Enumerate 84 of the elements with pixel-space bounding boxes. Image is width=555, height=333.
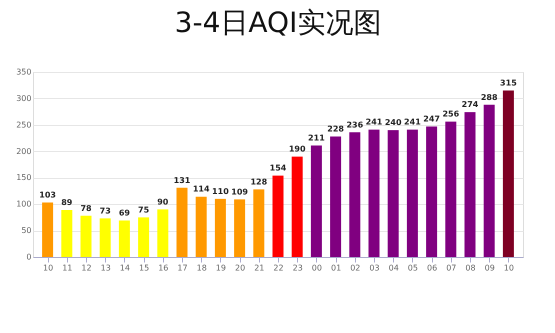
x-tick-label: 15 bbox=[139, 264, 150, 272]
x-tick-label: 10 bbox=[504, 264, 514, 272]
data-label: 128 bbox=[250, 177, 268, 186]
data-label: 315 bbox=[500, 78, 518, 88]
x-tick-label: 19 bbox=[216, 264, 226, 272]
y-tick-label: 250 bbox=[16, 120, 32, 130]
data-label: 241 bbox=[366, 118, 383, 127]
y-tick-label: 300 bbox=[16, 94, 32, 103]
x-tick-label: 12 bbox=[81, 264, 92, 272]
data-label: 78 bbox=[80, 204, 92, 213]
bar bbox=[445, 122, 456, 257]
data-label: 228 bbox=[327, 124, 344, 134]
x-tick-label: 11 bbox=[62, 264, 72, 272]
data-label: 131 bbox=[174, 176, 191, 185]
data-label: 73 bbox=[100, 206, 111, 216]
x-tick-label: 13 bbox=[100, 264, 111, 272]
bar bbox=[406, 130, 418, 257]
data-label: 288 bbox=[480, 92, 498, 102]
data-label: 190 bbox=[288, 144, 306, 154]
y-tick-label: 100 bbox=[16, 200, 32, 209]
bar bbox=[214, 198, 226, 257]
x-tick-label: 18 bbox=[196, 264, 207, 272]
data-label: 236 bbox=[346, 120, 364, 130]
bar bbox=[388, 130, 399, 257]
x-tick-label: 06 bbox=[427, 264, 438, 272]
y-tick-label: 50 bbox=[21, 226, 32, 236]
y-tick-label: 200 bbox=[16, 146, 32, 156]
x-tick-label: 22 bbox=[273, 264, 284, 272]
x-tick-label: 04 bbox=[388, 264, 399, 272]
bar bbox=[484, 104, 495, 257]
data-label: 89 bbox=[61, 198, 73, 207]
data-label: 90 bbox=[157, 197, 169, 206]
x-tick-label: 20 bbox=[235, 264, 246, 272]
x-tick-label: 08 bbox=[465, 264, 476, 272]
data-label: 114 bbox=[192, 184, 210, 194]
x-tick-label: 17 bbox=[177, 264, 188, 272]
bar bbox=[310, 145, 322, 257]
x-tick-label: 07 bbox=[446, 264, 456, 272]
bar bbox=[272, 176, 284, 257]
data-label: 274 bbox=[462, 100, 479, 110]
data-label: 154 bbox=[270, 164, 287, 173]
bar bbox=[234, 199, 246, 257]
x-tick-label: 23 bbox=[292, 264, 303, 272]
x-tick-label: 02 bbox=[350, 264, 360, 272]
bar bbox=[464, 112, 476, 257]
bar bbox=[42, 202, 54, 257]
data-label: 109 bbox=[231, 187, 248, 196]
bar bbox=[368, 130, 380, 257]
data-label: 241 bbox=[404, 118, 422, 127]
data-label: 256 bbox=[442, 110, 460, 119]
bar bbox=[253, 189, 264, 257]
x-tick-label: 21 bbox=[254, 264, 264, 272]
x-tick-label: 03 bbox=[369, 264, 380, 272]
data-label: 110 bbox=[212, 186, 230, 196]
x-tick-label: 00 bbox=[312, 264, 322, 272]
bar bbox=[426, 126, 438, 257]
bar bbox=[157, 209, 168, 257]
data-label: 211 bbox=[308, 133, 326, 142]
y-tick-label: 350 bbox=[16, 68, 32, 76]
bar bbox=[292, 156, 303, 257]
bar bbox=[61, 210, 72, 257]
bar bbox=[330, 136, 342, 257]
x-tick-label: 05 bbox=[408, 264, 418, 272]
y-tick-label: 150 bbox=[16, 173, 32, 182]
chart-title: 3-4日AQI实况图 bbox=[174, 6, 382, 39]
bar bbox=[118, 220, 130, 257]
x-tick-label: 09 bbox=[484, 264, 495, 272]
bar bbox=[138, 217, 150, 257]
x-tick-label: 16 bbox=[158, 264, 168, 272]
data-label: 75 bbox=[138, 205, 150, 214]
data-label: 69 bbox=[118, 208, 130, 218]
bar bbox=[349, 132, 360, 257]
bar bbox=[80, 216, 92, 257]
data-label: 247 bbox=[423, 114, 440, 124]
x-tick-label: 14 bbox=[120, 264, 130, 272]
bar bbox=[502, 90, 514, 257]
x-tick-label: 01 bbox=[331, 264, 342, 272]
x-tick-label: 10 bbox=[43, 264, 54, 272]
y-tick-label: 0 bbox=[26, 252, 32, 262]
bar bbox=[176, 188, 188, 257]
bar bbox=[196, 196, 207, 257]
data-label: 103 bbox=[39, 190, 56, 200]
bar bbox=[100, 218, 111, 257]
data-label: 240 bbox=[384, 118, 402, 128]
